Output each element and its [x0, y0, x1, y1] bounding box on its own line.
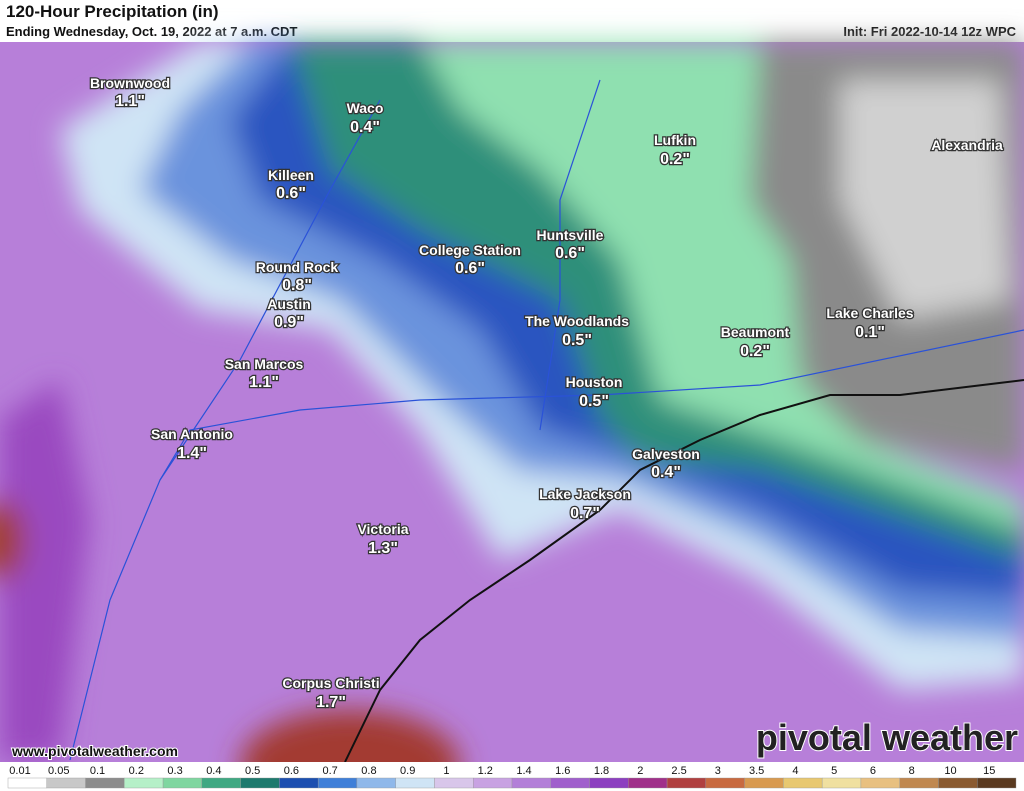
legend-label: 0.4: [206, 765, 221, 777]
city-name: Beaumont: [721, 324, 790, 340]
city-name: Austin: [267, 296, 311, 312]
city-name: Alexandria: [931, 137, 1003, 153]
legend-label: 0.1: [90, 765, 105, 777]
city-value: 0.8": [282, 277, 312, 294]
legend-swatch: [85, 777, 125, 789]
city-name: San Antonio: [151, 426, 233, 442]
legend: 0.01 0.05 0.1 0.2 0.3 0.4 0.5 0.6 0.7 0.8 0.9 1 1.2 1…: [0, 762, 1024, 791]
city-value: 1.7": [316, 694, 346, 711]
legend-label: 0.5: [245, 765, 260, 777]
city-name: San Marcos: [225, 356, 304, 372]
legend-swatch: [938, 777, 978, 789]
legend-label: 1: [443, 765, 449, 777]
legend-label: 0.9: [400, 765, 415, 777]
legend-swatch: [7, 777, 47, 789]
legend-swatch: [899, 777, 939, 789]
legend-swatch: [46, 777, 86, 789]
legend-swatch: [589, 777, 629, 789]
city-value: 0.9": [274, 314, 304, 331]
title: 120-Hour Precipitation (in): [6, 2, 219, 21]
legend-label: 0.6: [284, 765, 299, 777]
legend-label: 4: [792, 765, 798, 777]
legend-swatch: [977, 777, 1017, 789]
legend-swatch: [240, 777, 280, 789]
city-labels: Brownwood 1.1" Waco 0.4" Killeen 0.6" Co…: [89, 74, 1005, 713]
legend-label: 3: [715, 765, 721, 777]
watermark: www.pivotalweather.com: [11, 743, 178, 759]
logo: pivotal weather: [756, 717, 1018, 758]
city-value: 0.6": [555, 245, 585, 262]
legend-swatch: [356, 777, 396, 789]
legend-swatch: [821, 777, 862, 789]
legend-label: 0.05: [48, 765, 69, 777]
legend-swatch: [395, 777, 435, 789]
legend-swatch: [511, 777, 551, 789]
legend-label: 0.8: [361, 765, 376, 777]
legend-swatch: [162, 777, 203, 789]
city-name: Lufkin: [654, 132, 696, 148]
city-name: Lake Jackson: [539, 486, 631, 502]
legend-label: 0.7: [323, 765, 338, 777]
legend-swatch: [201, 777, 241, 789]
city-value: 0.7": [570, 505, 600, 522]
init-time: Init: Fri 2022-10-14 12z WPC: [843, 24, 1016, 39]
legend-label: 1.4: [516, 765, 531, 777]
city-value: 1.3": [368, 540, 398, 557]
legend-label: 1.2: [478, 765, 493, 777]
legend-swatch: [783, 777, 823, 789]
subtitle: Ending Wednesday, Oct. 19, 2022 at 7 a.m…: [6, 24, 297, 39]
legend-swatch: [279, 777, 319, 789]
legend-swatch: [473, 777, 513, 789]
city-value: 0.2": [740, 343, 770, 360]
legend-label: 0.2: [129, 765, 144, 777]
legend-swatch: [434, 777, 474, 789]
legend-label: 10: [944, 765, 956, 777]
city-value: 0.1": [855, 324, 885, 341]
city-value: 0.2": [660, 151, 690, 168]
legend-swatch: [550, 777, 590, 789]
legend-label: 3.5: [749, 765, 764, 777]
legend-label: 2: [637, 765, 643, 777]
city-name: Houston: [566, 374, 623, 390]
legend-swatch: [744, 777, 784, 789]
precip-field: [0, 42, 1024, 791]
city-name: Corpus Christi: [282, 675, 379, 691]
city-value: 1.1": [249, 374, 279, 391]
city-value: 0.5": [579, 393, 609, 410]
legend-label: 1.6: [555, 765, 570, 777]
city-name: Victoria: [357, 521, 408, 537]
city-name: The Woodlands: [525, 313, 629, 329]
legend-label: 8: [909, 765, 915, 777]
legend-label: 0.3: [167, 765, 182, 777]
legend-swatch: [705, 777, 745, 789]
city-name: Waco: [347, 100, 384, 116]
legend-swatch: [124, 777, 164, 789]
legend-label: 15: [983, 765, 995, 777]
city-name: Killeen: [268, 167, 314, 183]
city-value: 1.1": [115, 93, 145, 110]
legend-label: 6: [870, 765, 876, 777]
legend-label: 0.01: [9, 765, 30, 777]
legend-label: 2.5: [671, 765, 686, 777]
legend-swatch: [860, 777, 900, 789]
legend-label: 5: [831, 765, 837, 777]
city-name: Galveston: [632, 446, 700, 462]
city-value: 1.4": [177, 445, 207, 462]
city-value: 0.4": [350, 119, 380, 136]
city-name: Brownwood: [90, 75, 170, 91]
city-value: 0.6": [276, 185, 306, 202]
city-name: Round Rock: [256, 259, 339, 275]
city-name: Huntsville: [537, 227, 604, 243]
city-name: Lake Charles: [826, 305, 913, 321]
legend-swatch: [317, 777, 358, 789]
legend-swatch: [628, 777, 668, 789]
city-name: College Station: [419, 242, 521, 258]
legend-label: 1.8: [594, 765, 609, 777]
city-value: 0.6": [455, 260, 485, 277]
city-value: 0.5": [562, 332, 592, 349]
legend-swatch: [666, 777, 707, 789]
city-value: 0.4": [651, 464, 681, 481]
